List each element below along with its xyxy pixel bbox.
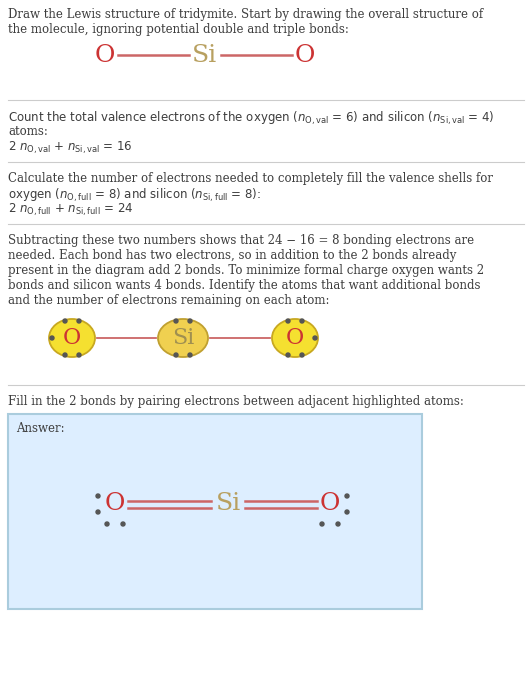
- Ellipse shape: [49, 319, 95, 357]
- Text: Calculate the number of electrons needed to completely fill the valence shells f: Calculate the number of electrons needed…: [8, 172, 493, 185]
- Ellipse shape: [158, 319, 208, 357]
- Text: O: O: [320, 492, 340, 516]
- Circle shape: [77, 353, 81, 357]
- Circle shape: [320, 522, 324, 526]
- Text: Fill in the 2 bonds by pairing electrons between adjacent highlighted atoms:: Fill in the 2 bonds by pairing electrons…: [8, 395, 464, 408]
- Circle shape: [96, 510, 100, 514]
- Text: O: O: [286, 327, 304, 349]
- Text: O: O: [105, 492, 125, 516]
- Text: atoms:: atoms:: [8, 125, 48, 138]
- Circle shape: [77, 319, 81, 323]
- Circle shape: [286, 319, 290, 323]
- Circle shape: [63, 353, 67, 357]
- Text: Si: Si: [215, 492, 240, 516]
- Text: O: O: [95, 44, 115, 66]
- Text: Count the total valence electrons of the oxygen ($n_{\mathrm{O,val}}$ = 6) and s: Count the total valence electrons of the…: [8, 110, 495, 127]
- Text: Subtracting these two numbers shows that 24 − 16 = 8 bonding electrons are: Subtracting these two numbers shows that…: [8, 234, 474, 247]
- Circle shape: [336, 522, 340, 526]
- Text: needed. Each bond has two electrons, so in addition to the 2 bonds already: needed. Each bond has two electrons, so …: [8, 249, 456, 262]
- Circle shape: [63, 319, 67, 323]
- Circle shape: [313, 336, 317, 340]
- Ellipse shape: [272, 319, 318, 357]
- Circle shape: [188, 353, 192, 357]
- Text: present in the diagram add 2 bonds. To minimize formal charge oxygen wants 2: present in the diagram add 2 bonds. To m…: [8, 264, 484, 277]
- Text: oxygen ($n_{\mathrm{O,full}}$ = 8) and silicon ($n_{\mathrm{Si,full}}$ = 8):: oxygen ($n_{\mathrm{O,full}}$ = 8) and s…: [8, 187, 261, 204]
- Circle shape: [96, 494, 100, 498]
- Text: Si: Si: [193, 44, 218, 66]
- Circle shape: [121, 522, 125, 526]
- Circle shape: [188, 319, 192, 323]
- Circle shape: [300, 353, 304, 357]
- Circle shape: [174, 353, 178, 357]
- Text: Si: Si: [172, 327, 194, 349]
- Circle shape: [345, 494, 349, 498]
- Circle shape: [300, 319, 304, 323]
- Circle shape: [105, 522, 109, 526]
- Text: O: O: [63, 327, 81, 349]
- Text: Answer:: Answer:: [16, 422, 64, 435]
- Text: O: O: [295, 44, 315, 66]
- Circle shape: [286, 353, 290, 357]
- Text: 2 $n_{\mathrm{O,val}}$ + $n_{\mathrm{Si,val}}$ = 16: 2 $n_{\mathrm{O,val}}$ + $n_{\mathrm{Si,…: [8, 140, 132, 156]
- Text: bonds and silicon wants 4 bonds. Identify the atoms that want additional bonds: bonds and silicon wants 4 bonds. Identif…: [8, 279, 480, 292]
- Circle shape: [345, 510, 349, 514]
- Bar: [8, 414, 422, 609]
- Circle shape: [50, 336, 54, 340]
- Text: 2 $n_{\mathrm{O,full}}$ + $n_{\mathrm{Si,full}}$ = 24: 2 $n_{\mathrm{O,full}}$ + $n_{\mathrm{Si…: [8, 202, 134, 219]
- Circle shape: [174, 319, 178, 323]
- Text: the molecule, ignoring potential double and triple bonds:: the molecule, ignoring potential double …: [8, 23, 349, 36]
- Text: Draw the Lewis structure of tridymite. Start by drawing the overall structure of: Draw the Lewis structure of tridymite. S…: [8, 8, 483, 21]
- Text: and the number of electrons remaining on each atom:: and the number of electrons remaining on…: [8, 294, 329, 307]
